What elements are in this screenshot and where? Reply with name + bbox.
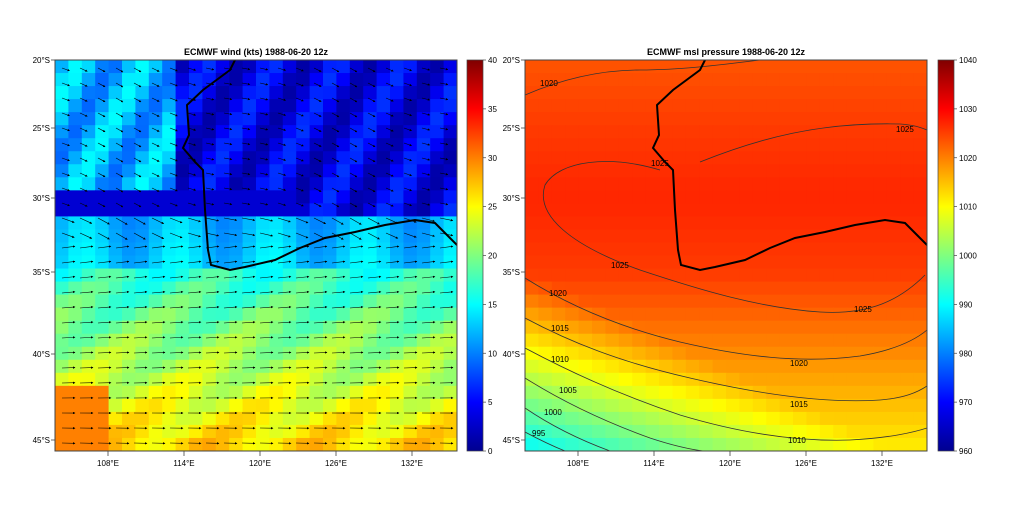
colorbar-tick-label: 980 — [959, 349, 973, 358]
colorbar-tick-label: 1020 — [959, 154, 977, 163]
colorbar-tick-label: 970 — [959, 398, 973, 407]
colorbar-tick-label: 10 — [488, 349, 497, 358]
coastline — [651, 60, 927, 272]
isobars — [525, 60, 927, 451]
wind-title: ECMWF wind (kts) 1988-06-20 12z — [184, 47, 329, 57]
isobar-label: 1020 — [549, 289, 567, 298]
longitude-label: 132°E — [871, 459, 893, 468]
colorbar-tick-label: 35 — [488, 105, 497, 114]
longitude-label: 132°E — [401, 459, 423, 468]
latitude-label: 35°S — [503, 268, 520, 277]
colorbar-tick-label: 1040 — [959, 56, 977, 65]
coastline — [181, 60, 457, 272]
isobar-label: 1010 — [788, 436, 806, 445]
latitude-label: 40°S — [33, 350, 50, 359]
colorbar-tick-label: 1030 — [959, 105, 977, 114]
latitude-label: 20°S — [503, 56, 520, 65]
latitude-label: 35°S — [33, 268, 50, 277]
isobar-label: 1015 — [551, 324, 569, 333]
longitude-label: 120°E — [249, 459, 271, 468]
latitude-label: 45°S — [33, 436, 50, 445]
isobar-label: 1025 — [611, 261, 629, 270]
colorbar-tick-label: 1000 — [959, 252, 977, 261]
longitude-label: 126°E — [795, 459, 817, 468]
colorbar-tick-label: 20 — [488, 252, 497, 261]
latitude-label: 45°S — [503, 436, 520, 445]
isobar-label: 1005 — [559, 386, 577, 395]
pressure-title: ECMWF msl pressure 1988-06-20 12z — [647, 47, 806, 57]
colorbar-tick-label: 990 — [959, 300, 973, 309]
longitude-label: 108°E — [97, 459, 119, 468]
isobar-label: 1015 — [790, 400, 808, 409]
colorbar-tick-label: 25 — [488, 203, 497, 212]
pressure-map-frame — [524, 59, 928, 452]
latitude-label: 20°S — [33, 56, 50, 65]
isobar-label: 1025 — [854, 305, 872, 314]
longitude-label: 120°E — [719, 459, 741, 468]
pressure-panel: ECMWF msl pressure 1988-06-20 12z 1020 1… — [503, 47, 978, 468]
isobar-labels: 1020 1025 1025 1025 1025 1020 1020 1015 … — [532, 79, 914, 445]
wind-vectors — [61, 67, 454, 445]
isobar-label: 1000 — [544, 408, 562, 417]
longitude-label: 126°E — [325, 459, 347, 468]
colorbar-tick-label: 40 — [488, 56, 497, 65]
latitude-label: 30°S — [33, 194, 50, 203]
isobar-label: 1025 — [651, 159, 669, 168]
colorbar-tick-label: 1010 — [959, 203, 977, 212]
colorbar-tick-label: 5 — [488, 398, 493, 407]
wind-panel: ECMWF wind (kts) 1988-06-20 12z 20°S 25°S… — [33, 47, 498, 468]
longitude-label: 108°E — [567, 459, 589, 468]
longitude-label: 114°E — [173, 459, 194, 468]
isobar-label: 1010 — [551, 355, 569, 364]
latitude-label: 25°S — [503, 124, 520, 133]
pressure-field: 1020 1025 1025 1025 1025 1020 1020 1015 … — [525, 60, 927, 451]
isobar-label: 995 — [532, 429, 546, 438]
pressure-colorbar — [937, 59, 955, 452]
isobar-label: 1020 — [790, 359, 808, 368]
wind-map-frame — [54, 59, 458, 452]
colorbar-tick-label: 30 — [488, 154, 497, 163]
colorbar-tick-label: 0 — [488, 447, 493, 456]
colorbar-tick-label: 960 — [959, 447, 973, 456]
latitude-label: 40°S — [503, 350, 520, 359]
latitude-label: 30°S — [503, 194, 520, 203]
latitude-label: 25°S — [33, 124, 50, 133]
colorbar-tick-label: 15 — [488, 300, 497, 309]
wind-speed-field — [55, 60, 457, 451]
longitude-label: 114°E — [643, 459, 664, 468]
isobar-label: 1025 — [896, 125, 914, 134]
wind-colorbar — [466, 59, 484, 452]
isobar-label: 1020 — [540, 79, 558, 88]
